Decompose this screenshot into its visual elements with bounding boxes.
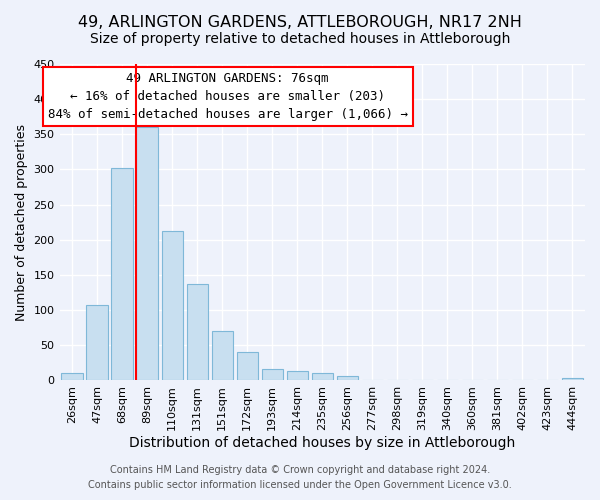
Bar (212, 331, 233, 380)
Y-axis label: Number of detached properties: Number of detached properties (15, 124, 28, 320)
Bar (86, 304, 108, 380)
Bar (262, 369, 283, 380)
Bar (136, 128, 158, 380)
Bar (112, 168, 133, 380)
Bar (287, 372, 308, 380)
Bar (161, 230, 183, 380)
Bar (61, 374, 83, 380)
Text: Size of property relative to detached houses in Attleborough: Size of property relative to detached ho… (90, 32, 510, 46)
Text: 49 ARLINGTON GARDENS: 76sqm
← 16% of detached houses are smaller (203)
84% of se: 49 ARLINGTON GARDENS: 76sqm ← 16% of det… (47, 72, 407, 121)
Bar (311, 372, 333, 380)
Text: 49, ARLINGTON GARDENS, ATTLEBOROUGH, NR17 2NH: 49, ARLINGTON GARDENS, ATTLEBOROUGH, NR1… (78, 15, 522, 30)
X-axis label: Distribution of detached houses by size in Attleborough: Distribution of detached houses by size … (129, 436, 515, 450)
Text: Contains HM Land Registry data © Crown copyright and database right 2024.
Contai: Contains HM Land Registry data © Crown c… (88, 465, 512, 490)
Bar (337, 376, 358, 380)
Bar (236, 352, 258, 380)
Bar (562, 378, 583, 380)
Bar (187, 284, 208, 380)
